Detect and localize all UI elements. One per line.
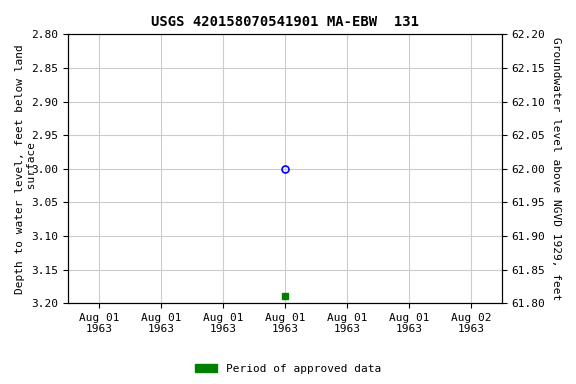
- Y-axis label: Depth to water level, feet below land
 surface: Depth to water level, feet below land su…: [15, 44, 37, 294]
- Legend: Period of approved data: Period of approved data: [191, 359, 385, 379]
- Title: USGS 420158070541901 MA-EBW  131: USGS 420158070541901 MA-EBW 131: [151, 15, 419, 29]
- Y-axis label: Groundwater level above NGVD 1929, feet: Groundwater level above NGVD 1929, feet: [551, 37, 561, 300]
